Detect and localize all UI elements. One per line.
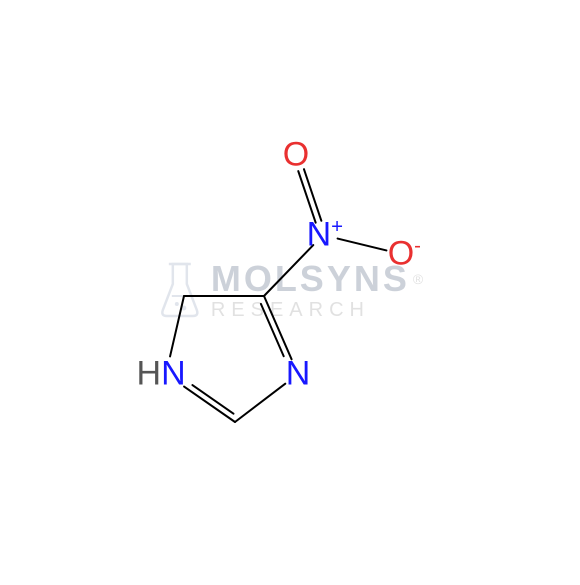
- atom-O1: O: [283, 136, 309, 175]
- molecule-diagram: O N+ O- N HN: [0, 0, 580, 580]
- atom-N_plus: N+: [307, 216, 343, 255]
- bonds-svg: [0, 0, 580, 580]
- atom-NH: HN: [137, 355, 186, 394]
- atom-N2: N: [286, 355, 311, 394]
- atom-O_minus: O-: [388, 235, 421, 274]
